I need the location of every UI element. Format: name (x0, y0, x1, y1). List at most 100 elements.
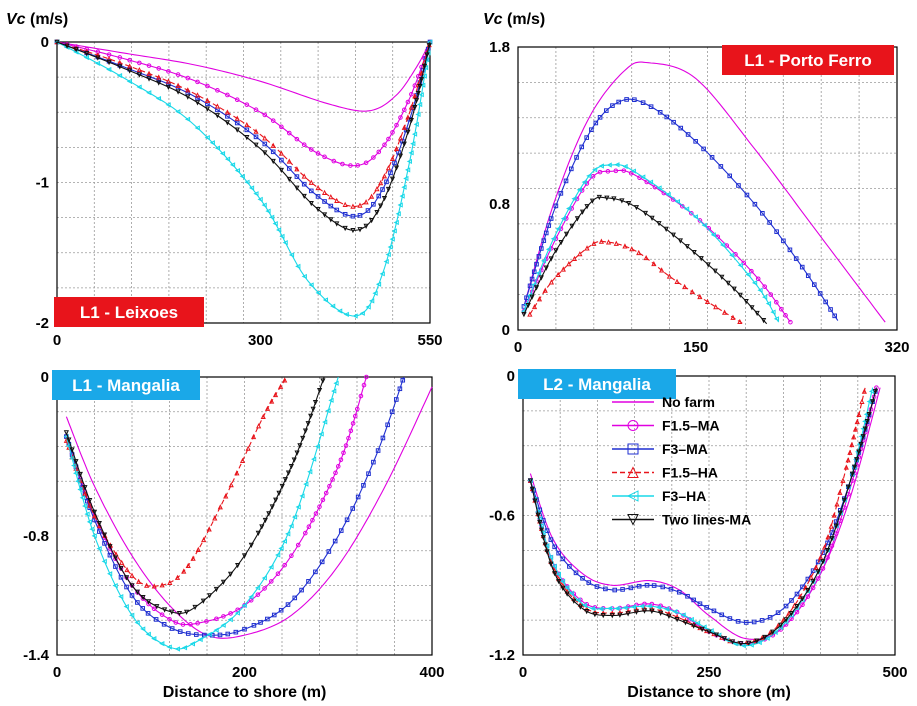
data-point-marker (355, 163, 361, 168)
data-point-marker (301, 181, 307, 187)
data-point-marker (301, 142, 307, 148)
series-line (529, 387, 866, 645)
data-point-marker (685, 132, 691, 137)
data-point-marker (622, 605, 628, 611)
panel-title-text: L1 - Leixoes (80, 303, 178, 322)
data-point-marker (195, 95, 200, 101)
data-point-marker (278, 545, 284, 551)
data-point-marker (825, 555, 830, 560)
data-point-marker (533, 285, 540, 291)
data-point-marker (574, 196, 580, 202)
data-point-marker (770, 629, 776, 635)
data-point-marker (241, 602, 247, 608)
data-point-marker (637, 175, 642, 180)
data-point-marker (371, 201, 376, 207)
data-point-marker (276, 490, 282, 496)
data-point-marker (306, 524, 312, 530)
series-6 (63, 376, 326, 617)
data-point-marker (363, 160, 369, 166)
data-point-marker (405, 129, 411, 136)
data-point-marker (214, 113, 221, 119)
data-point-marker (136, 72, 142, 78)
data-point-marker (567, 564, 572, 569)
data-point-marker (641, 608, 648, 614)
series-3 (521, 97, 839, 321)
data-point-marker (666, 273, 673, 279)
data-point-marker (699, 626, 705, 633)
y-tick-label: -1.4 (23, 647, 50, 664)
data-point-marker (352, 413, 358, 419)
data-point-marker (529, 276, 535, 282)
x-tick-label: 300 (248, 332, 273, 349)
data-point-marker (406, 158, 412, 165)
data-point-marker (543, 230, 549, 236)
data-point-marker (598, 606, 604, 612)
data-point-marker (375, 281, 382, 287)
data-point-marker (320, 497, 326, 503)
data-point-marker (318, 431, 324, 437)
data-point-marker (354, 406, 360, 412)
data-point-marker (288, 252, 295, 258)
data-point-marker (169, 609, 175, 615)
data-point-marker (604, 195, 610, 201)
data-point-marker (803, 584, 809, 590)
data-point-marker (560, 585, 566, 591)
data-point-marker (219, 150, 226, 157)
data-point-marker (294, 185, 300, 191)
data-point-marker (622, 243, 628, 249)
data-point-marker (789, 616, 794, 621)
data-point-marker (77, 486, 83, 493)
data-point-marker (574, 155, 579, 160)
data-point-marker (697, 293, 703, 300)
data-point-marker (127, 63, 133, 69)
data-point-marker (285, 602, 291, 607)
x-tick-label: 200 (232, 664, 257, 681)
data-point-marker (592, 167, 598, 173)
data-point-marker (118, 574, 124, 580)
data-point-marker (676, 589, 682, 595)
data-point-marker (851, 464, 858, 470)
data-point-marker (683, 206, 690, 212)
data-point-marker (166, 644, 172, 650)
data-point-marker (258, 620, 263, 625)
x-tick-label: 0 (53, 664, 61, 681)
data-point-marker (704, 298, 711, 304)
data-point-marker (571, 196, 577, 202)
data-point-marker (628, 585, 634, 591)
data-point-marker (357, 227, 363, 233)
data-point-marker (228, 611, 233, 616)
data-point-marker (350, 213, 356, 219)
data-point-marker (116, 72, 123, 79)
data-point-marker (91, 513, 98, 519)
data-point-marker (225, 631, 231, 637)
chart-panel-2: 0 150 320 0 0.8 1.8 Vc (m/s) L1 - Porto Ferro (483, 11, 910, 356)
data-point-marker (97, 529, 102, 534)
data-point-marker (401, 124, 407, 130)
data-point-marker (401, 107, 407, 113)
data-point-marker (285, 531, 291, 537)
data-point-marker (270, 149, 276, 155)
data-point-marker (361, 382, 367, 388)
plot-frame (56, 376, 433, 656)
data-point-marker (405, 99, 411, 105)
data-point-marker (313, 511, 319, 516)
x-tick-label: 500 (882, 664, 907, 681)
data-point-marker (571, 255, 578, 262)
data-point-marker (577, 604, 583, 610)
data-point-marker (278, 607, 284, 613)
data-point-marker (262, 141, 268, 147)
data-point-marker (112, 583, 118, 589)
data-point-marker (200, 598, 206, 604)
y-tick-label: -0.8 (23, 528, 49, 545)
data-point-marker (341, 450, 346, 456)
data-point-marker (849, 471, 856, 477)
data-point-marker (632, 97, 637, 102)
data-point-marker (680, 612, 686, 618)
data-point-marker (736, 183, 741, 188)
data-point-marker (331, 158, 337, 164)
data-point-marker (194, 100, 201, 106)
series-4 (54, 39, 432, 209)
data-point-marker (540, 529, 546, 536)
data-point-marker (156, 77, 162, 83)
